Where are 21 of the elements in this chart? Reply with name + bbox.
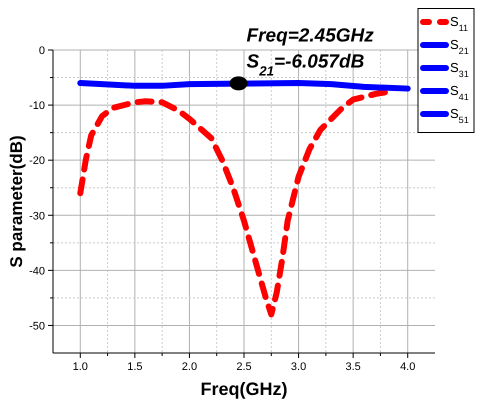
x-tick-label: 4.0	[400, 361, 416, 373]
x-axis-title: Freq(GHz)	[200, 379, 288, 399]
y-axis-title: S parameter(dB)	[7, 135, 26, 268]
x-tick-label: 2.0	[182, 361, 198, 373]
x-tick-label: 1.5	[127, 361, 143, 373]
y-tick-label: -30	[29, 210, 45, 222]
legend-label: S$_{21}$	[450, 37, 469, 56]
legend-label: S$_{11}$	[450, 14, 468, 33]
y-tick-label: -20	[29, 155, 45, 168]
x-tick-label: 2.5	[236, 361, 252, 373]
y-tick-label: -10	[29, 100, 45, 112]
legend-label: S$_{31}$	[450, 60, 469, 79]
legend-label: S$_{41}$	[450, 83, 469, 102]
y-tick-label: -50	[29, 320, 45, 332]
x-tick-label: 3.0	[290, 361, 306, 373]
annotation: Freq=2.45GHz S$_{21}$=-6.057dB	[246, 25, 374, 78]
legend-label: S$_{51}$	[450, 106, 469, 125]
x-tick-label: 1.0	[72, 361, 88, 373]
y-tick-label: -40	[29, 265, 45, 278]
y-tick-label: 0	[38, 45, 45, 57]
x-tick-label: 3.5	[345, 361, 361, 373]
